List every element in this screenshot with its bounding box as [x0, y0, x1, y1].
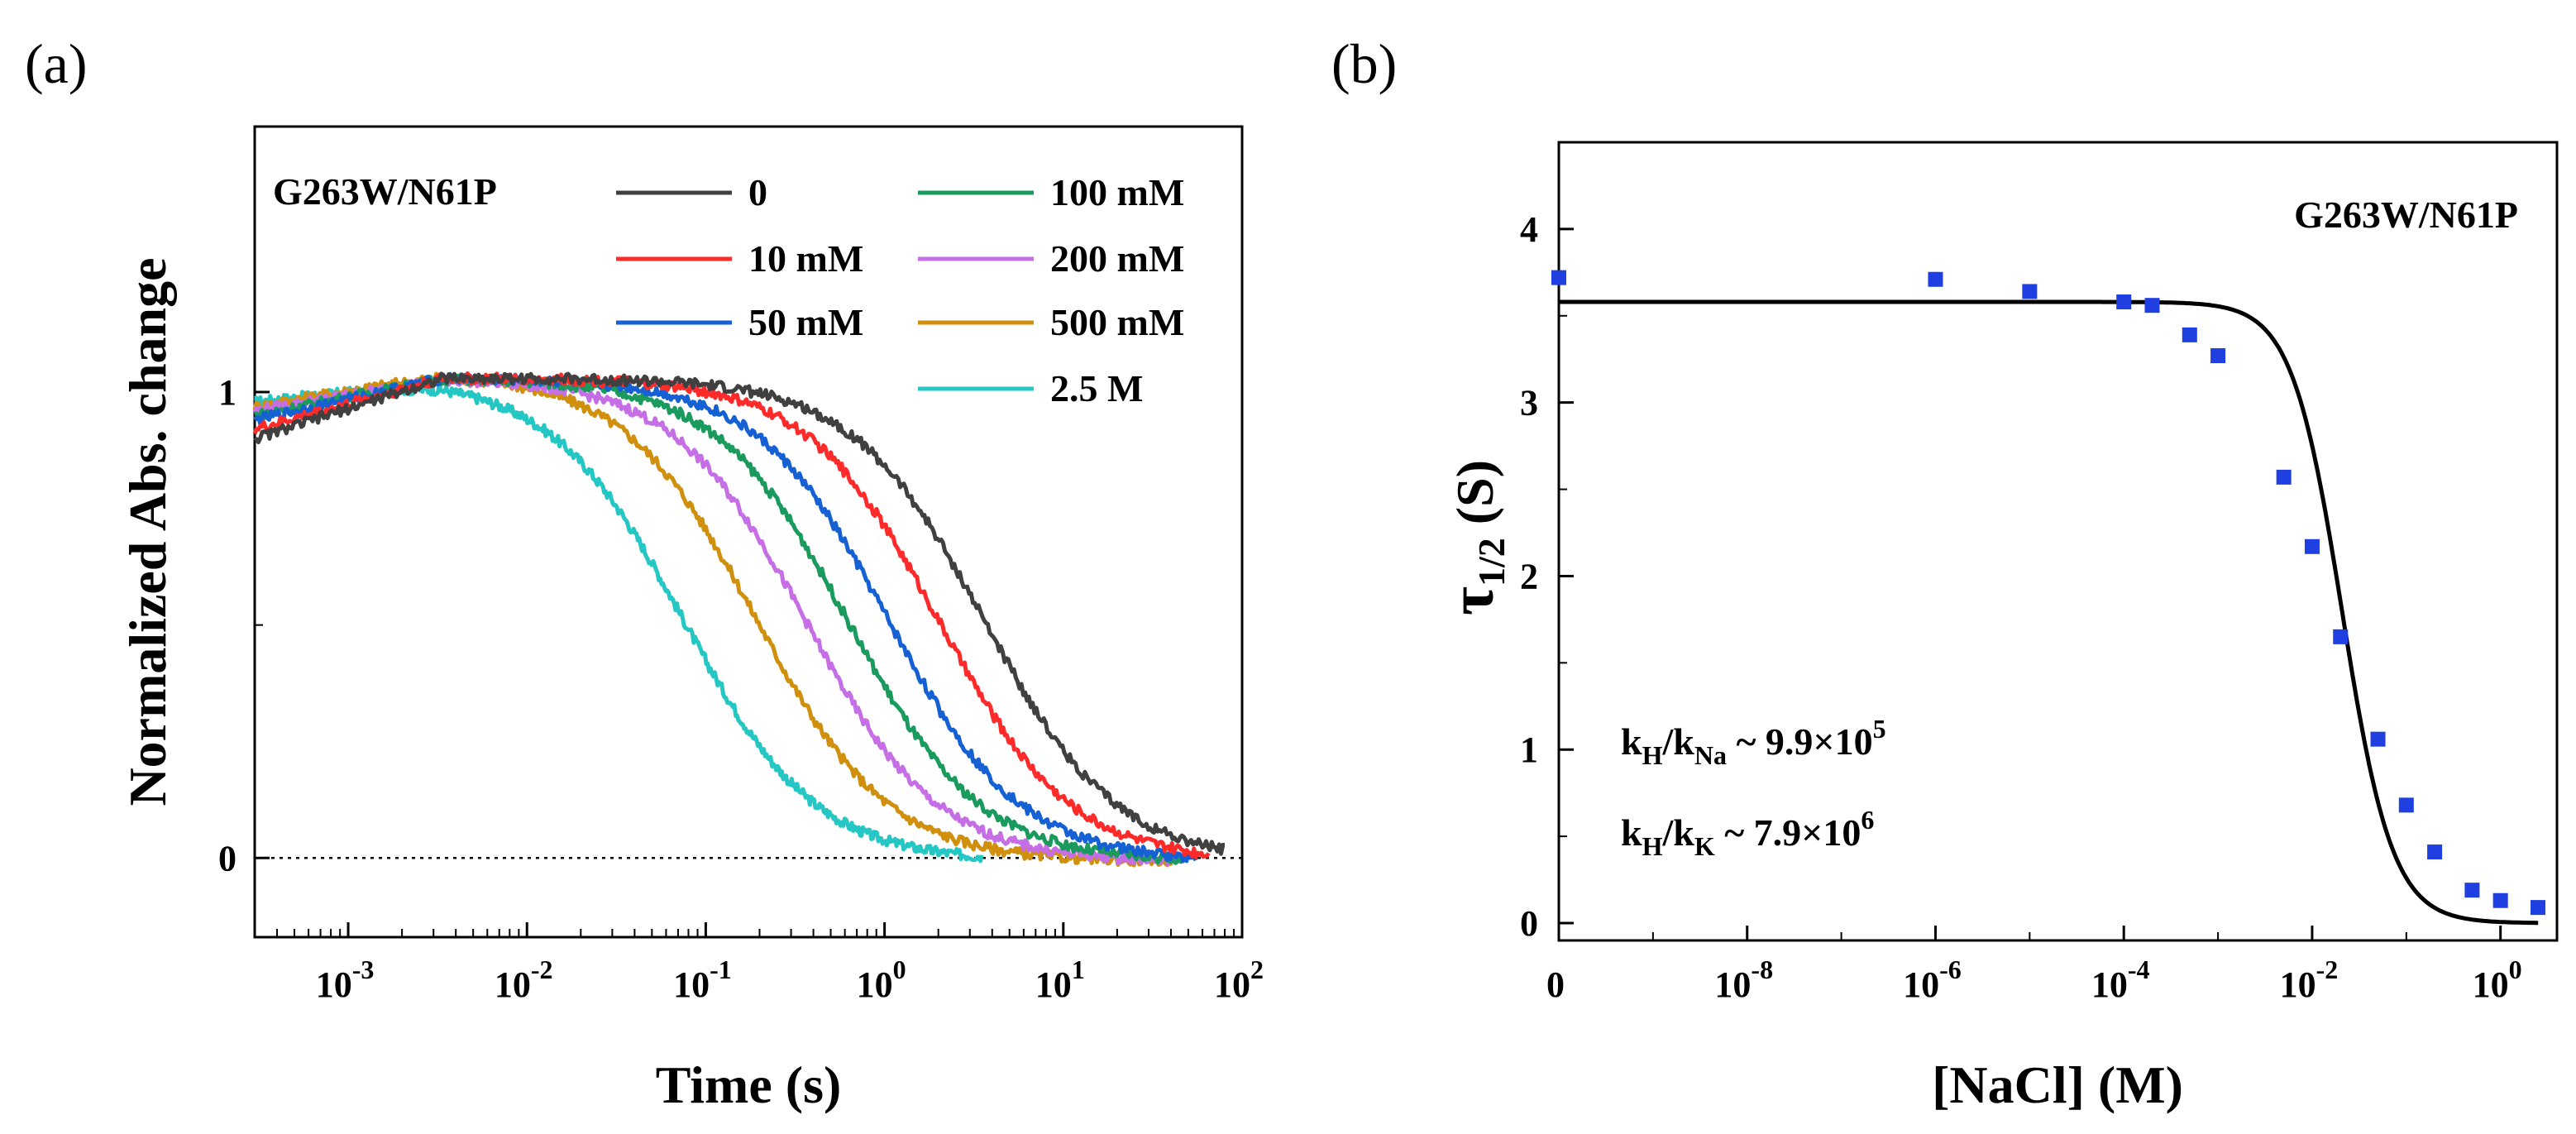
panel-b-chart: 0 10-8 10-6 10-4 10-2 100 0 1 2 3 4 [NaCl] (M) τ1/… [1437, 141, 2559, 1114]
legend-label: 0 [748, 171, 767, 213]
legend-label: 2.5 M [1050, 367, 1143, 409]
x-tick-label: 10-2 [495, 955, 553, 1005]
panel-b-ratio-na: kH/kNa ~ 9.9×105 [1621, 714, 1886, 770]
panel-b-y-axis-title: τ1/2 (S) [1437, 460, 1513, 615]
panel-a-plot-frame [253, 125, 1244, 939]
legend-label: 10 mM [748, 237, 863, 280]
x-tick-label: 10-1 [673, 955, 732, 1005]
panel-a-tick-labels: 10-3 10-2 10-1 100 101 102 0 1 [218, 372, 1264, 1005]
x-tick-label: 10-8 [1714, 955, 1773, 1005]
legend-label: 100 mM [1050, 171, 1184, 213]
panel-b-annotation: G263W/N61P [2294, 194, 2518, 236]
panel-b-y-axis-title-main: τ [1437, 586, 1507, 615]
data-point [2427, 845, 2443, 860]
panel-b-y-axis-title-sub: 1/2 [1470, 538, 1513, 586]
panel-a-y-axis-title: Normalized Abs. change [118, 257, 177, 806]
panel-b-ticks [1557, 227, 2502, 940]
panel-a-curves [252, 371, 1242, 868]
legend-label: 200 mM [1050, 237, 1184, 280]
panel-label-a: (a) [25, 32, 87, 95]
fit-line [1559, 299, 2539, 926]
legend-label: 50 mM [748, 301, 863, 343]
data-point [2370, 731, 2386, 747]
series-line-0 [253, 371, 1226, 856]
series-line-200-mM [252, 373, 1181, 867]
x-tick-label: 10-4 [2091, 955, 2150, 1005]
x-tick-label: 100 [857, 955, 906, 1005]
data-point [1551, 270, 1566, 285]
y-tick-label: 0 [1520, 903, 1538, 944]
data-point [2182, 327, 2197, 342]
panel-b-fit-curve [1559, 299, 2539, 926]
y-tick-label: 0 [218, 838, 237, 878]
y-tick-label: 4 [1520, 209, 1538, 250]
y-tick-label: 3 [1520, 383, 1538, 423]
x-tick-label: 100 [2473, 955, 2522, 1005]
series-line-100-mM [253, 372, 1190, 865]
series-line-500-mM [252, 371, 1173, 868]
panel-b-y-axis-title-rest: (S) [1446, 460, 1504, 538]
data-point [2492, 892, 2508, 908]
data-point [2530, 900, 2545, 916]
x-tick-label: 0 [1546, 964, 1565, 1005]
x-tick-label: 102 [1214, 955, 1264, 1005]
data-point [2116, 294, 2132, 309]
series-line-50-mM [253, 371, 1198, 864]
panel-a-ticks [254, 390, 1244, 937]
panel-b-points [1551, 270, 2545, 916]
x-tick-label: 10-2 [2280, 955, 2339, 1005]
y-tick-label: 1 [1520, 730, 1538, 770]
data-point [2333, 629, 2349, 644]
data-point [2210, 348, 2226, 364]
data-point [2276, 469, 2292, 485]
panel-b-plot-frame [1557, 141, 2559, 942]
data-point [2398, 797, 2414, 813]
panel-label-b: (b) [1331, 32, 1397, 95]
data-point [2304, 538, 2320, 554]
x-tick-label: 10-6 [1903, 955, 1962, 1005]
data-point [2144, 298, 2160, 313]
legend-label: 500 mM [1050, 301, 1184, 343]
panel-a-legend: 0 10 mM 50 mM 100 mM 200 mM 500 mM 2.5 M [616, 171, 1184, 409]
data-point [1928, 271, 1943, 287]
data-point [2464, 883, 2480, 898]
y-tick-label: 1 [218, 372, 237, 413]
panel-b-ratio-k: kH/kK ~ 7.9×106 [1621, 805, 1874, 861]
x-tick-label: 101 [1035, 955, 1085, 1005]
panel-a-x-axis-title: Time (s) [656, 1055, 842, 1114]
panel-b-x-axis-title: [NaCl] (M) [1932, 1055, 2183, 1114]
data-point [2022, 284, 2038, 299]
y-tick-label: 2 [1520, 556, 1538, 596]
x-tick-label: 10-3 [316, 955, 375, 1005]
panel-b-tick-labels: 0 10-8 10-6 10-4 10-2 100 0 1 2 3 4 [1520, 209, 2522, 1005]
panel-a-chart: 10-3 10-2 10-1 100 101 102 0 1 Time (s) Normali… [118, 125, 1264, 1114]
panel-a-annotation: G263W/N61P [273, 170, 497, 213]
